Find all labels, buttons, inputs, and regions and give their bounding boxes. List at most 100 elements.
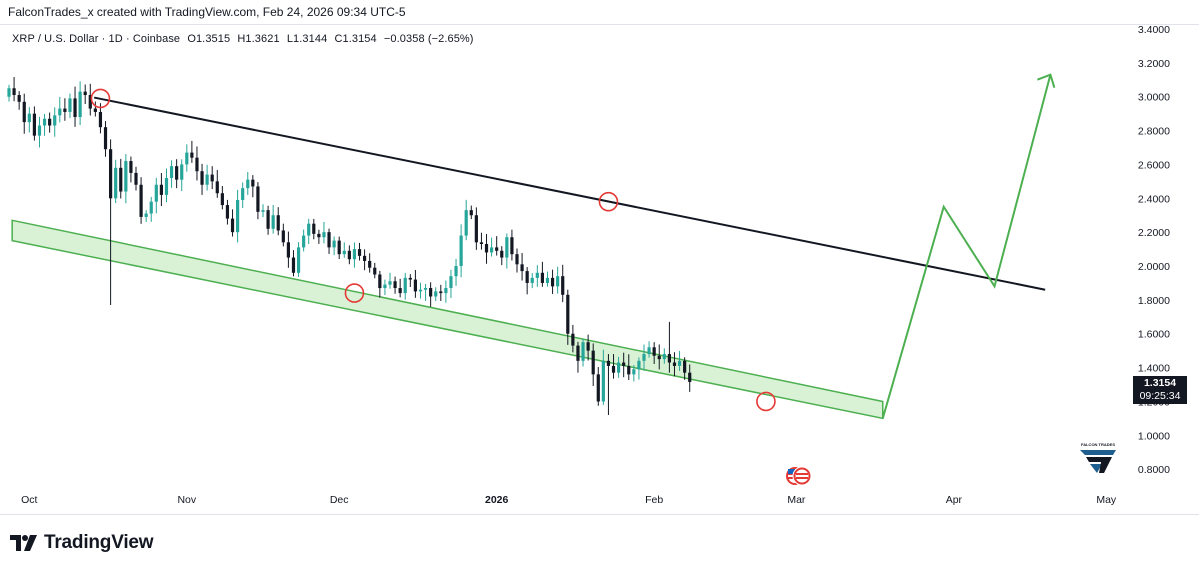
candle-body bbox=[652, 347, 656, 356]
candle-body bbox=[479, 242, 484, 245]
candle-body bbox=[454, 266, 458, 277]
chart-frame bbox=[0, 24, 1199, 515]
candle-body bbox=[119, 167, 123, 192]
candle-body bbox=[657, 355, 661, 360]
candle-body bbox=[88, 95, 92, 109]
candle-body bbox=[230, 218, 235, 233]
candle-body bbox=[363, 255, 367, 261]
candle-body bbox=[205, 174, 209, 185]
candle-body bbox=[154, 184, 158, 202]
candle-body bbox=[63, 108, 67, 112]
candle-body bbox=[83, 91, 87, 96]
candle-body bbox=[352, 249, 357, 260]
candle-body bbox=[327, 232, 331, 248]
candle-body bbox=[464, 210, 468, 236]
resistance-trendline[interactable] bbox=[93, 96, 1046, 291]
time-axis-label: Oct bbox=[21, 494, 37, 506]
candle-body bbox=[576, 345, 580, 361]
candle-body bbox=[627, 365, 631, 375]
candle-body bbox=[474, 215, 478, 243]
support-channel-band[interactable] bbox=[11, 219, 884, 420]
candle-body bbox=[12, 88, 16, 96]
candle-body bbox=[500, 250, 504, 258]
candle-body bbox=[129, 161, 133, 173]
candle-body bbox=[418, 289, 423, 292]
candle-body bbox=[114, 167, 118, 199]
time-axis-label: 2026 bbox=[485, 494, 509, 506]
candle-body bbox=[688, 372, 692, 382]
candle-body bbox=[393, 281, 397, 289]
candle-body bbox=[134, 172, 138, 185]
ohlc-open: O1.3515 bbox=[187, 33, 231, 45]
candle-body bbox=[307, 223, 311, 236]
candle-body bbox=[535, 272, 539, 278]
price-axis-label: 3.2000 bbox=[1138, 58, 1170, 70]
candle-body bbox=[556, 276, 560, 287]
price-axis-label: 1.0000 bbox=[1138, 430, 1170, 442]
candle-body bbox=[180, 164, 184, 180]
candle-body bbox=[550, 277, 555, 287]
price-axis-label: 3.4000 bbox=[1138, 24, 1170, 36]
candle-body bbox=[408, 277, 412, 280]
candle-body bbox=[591, 350, 595, 375]
candle-body bbox=[32, 113, 36, 136]
candle-body bbox=[159, 184, 163, 195]
time-axis-label: Feb bbox=[645, 494, 663, 506]
projection-path[interactable] bbox=[881, 74, 1052, 419]
candle-body bbox=[581, 342, 585, 361]
candle-body bbox=[439, 291, 443, 294]
candle-body bbox=[490, 247, 494, 253]
price-axis-label: 2.2000 bbox=[1138, 227, 1170, 239]
candle-body bbox=[175, 166, 179, 180]
candle-body bbox=[378, 274, 382, 289]
us-flag-event-icon[interactable] bbox=[792, 466, 812, 486]
candle-body bbox=[444, 288, 448, 294]
candle-body bbox=[667, 354, 671, 363]
symbol-name[interactable]: XRP / U.S. Dollar · 1D · Coinbase bbox=[12, 33, 181, 45]
candle-body bbox=[530, 277, 534, 283]
candle-body bbox=[169, 166, 174, 178]
candle-body bbox=[449, 276, 453, 289]
candle-body bbox=[683, 360, 687, 373]
candle-body bbox=[200, 171, 204, 185]
ohlc-change: −0.0358 (−2.65%) bbox=[383, 33, 474, 45]
candle-body bbox=[7, 88, 11, 97]
candle-body bbox=[662, 354, 666, 360]
candle-body bbox=[149, 201, 153, 214]
candle-body bbox=[342, 250, 346, 255]
candle-body bbox=[672, 362, 677, 366]
time-axis-label: May bbox=[1096, 494, 1117, 506]
candle-body bbox=[347, 250, 351, 260]
candle-body bbox=[510, 237, 514, 255]
touch-point-circle[interactable] bbox=[344, 283, 365, 303]
projection-arrowhead bbox=[1037, 73, 1056, 89]
candle-body bbox=[383, 284, 387, 289]
symbol-legend[interactable]: XRP / U.S. Dollar · 1D · Coinbase O1.351… bbox=[12, 33, 478, 45]
candle-body bbox=[398, 288, 402, 294]
time-axis-label: Apr bbox=[946, 494, 963, 506]
candle-body bbox=[109, 149, 113, 199]
candle-body bbox=[637, 360, 641, 370]
candle-body bbox=[617, 362, 621, 373]
candle-body bbox=[647, 347, 651, 355]
candle-body bbox=[561, 276, 565, 295]
candle-body bbox=[505, 237, 509, 258]
candle-body bbox=[337, 240, 341, 255]
candle-body bbox=[403, 277, 407, 294]
candle-body bbox=[484, 244, 489, 253]
candle-body bbox=[48, 118, 52, 126]
price-axis-label: 1.8000 bbox=[1138, 295, 1170, 307]
touch-point-circle[interactable] bbox=[598, 191, 619, 212]
candle-body bbox=[601, 360, 605, 402]
price-axis-label: 2.4000 bbox=[1138, 193, 1170, 205]
candle-body bbox=[185, 152, 189, 165]
price-axis-label: 1.4000 bbox=[1138, 363, 1170, 375]
candle-body bbox=[566, 294, 570, 334]
candle-body bbox=[296, 247, 301, 273]
candle-body bbox=[210, 174, 214, 182]
touch-point-circle[interactable] bbox=[90, 88, 111, 109]
candle-body bbox=[98, 111, 103, 128]
touch-point-circle[interactable] bbox=[756, 391, 776, 412]
tradingview-logo[interactable]: TradingView bbox=[10, 532, 154, 554]
